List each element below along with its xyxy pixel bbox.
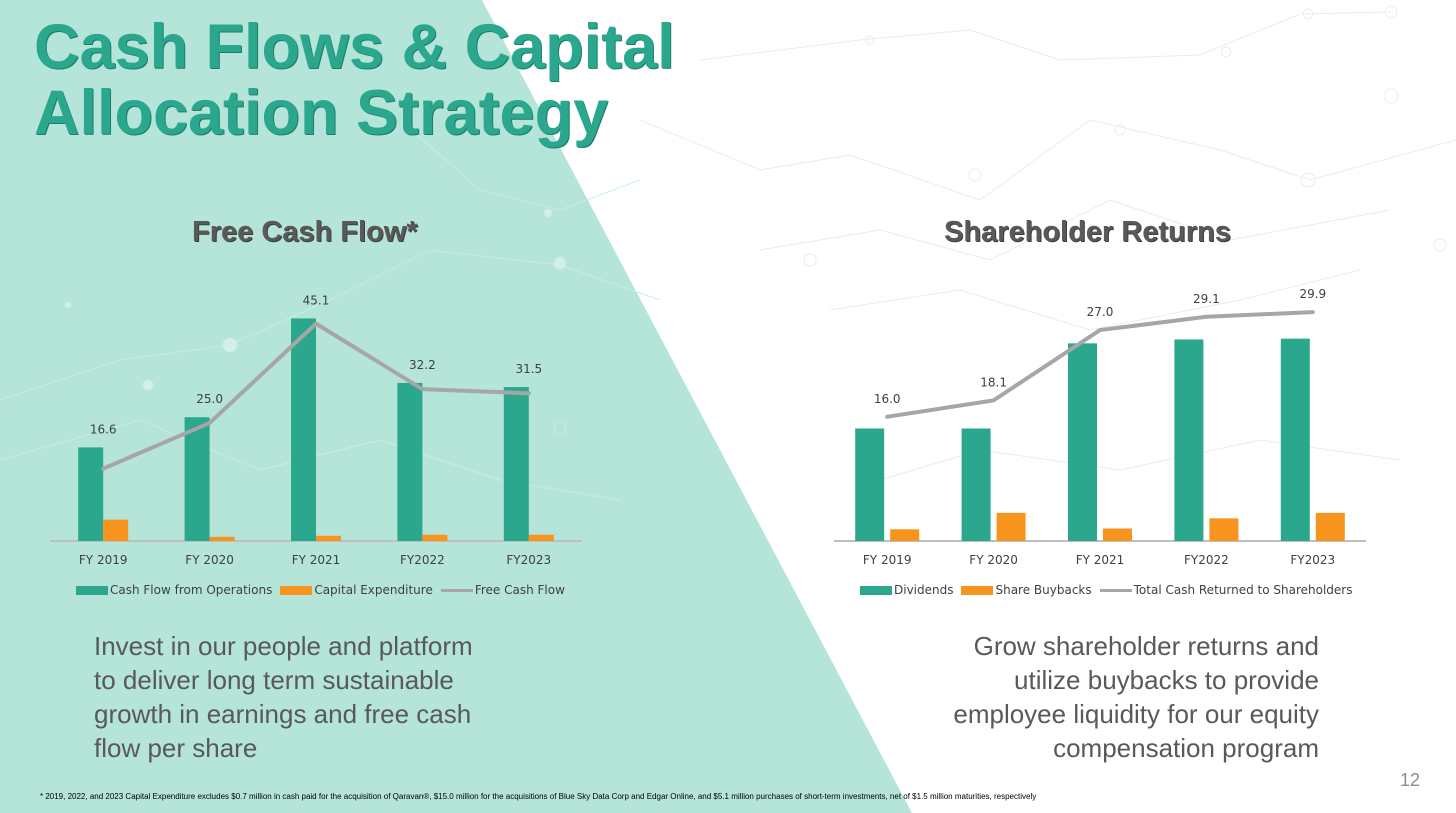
- fcf-data-label: 45.1: [303, 293, 330, 307]
- legend-label: Dividends: [894, 583, 954, 597]
- legend-swatch-line: [440, 588, 473, 592]
- sr-bar-primary: [1280, 338, 1310, 541]
- sr-data-label: 29.1: [1193, 292, 1220, 306]
- sr-x-tick-label: FY2023: [1290, 553, 1335, 567]
- page-number: 12: [1399, 770, 1420, 790]
- legend-swatch-bar: [860, 585, 892, 595]
- sr-bar-secondary: [1103, 528, 1132, 541]
- shareholder-returns-chart-title: Shareholder Returns: [944, 216, 1231, 248]
- right-caption-line: Grow shareholder returns and: [973, 631, 1319, 661]
- sr-bar-primary: [1174, 339, 1204, 541]
- shareholder-returns-legend: Dividends Share Buybacks Total Cash Retu…: [860, 583, 1360, 597]
- legend-item-share-buybacks: Share Buybacks: [961, 583, 1092, 597]
- fcf-data-label: 32.2: [409, 358, 436, 372]
- fcf-bar-primary: [291, 318, 316, 541]
- sr-line-series: [885, 310, 1315, 419]
- legend-label: Capital Expenditure: [314, 583, 433, 597]
- legend-label: Share Buybacks: [995, 583, 1092, 597]
- sr-bar-primary: [855, 428, 885, 541]
- footnote: * 2019, 2022, and 2023 Capital Expenditu…: [40, 792, 1037, 801]
- legend-label: Free Cash Flow: [474, 583, 565, 597]
- fcf-x-tick-label: FY 2020: [185, 553, 234, 567]
- fcf-bar-primary: [78, 447, 104, 541]
- fcf-bar-primary: [397, 382, 423, 541]
- sr-data-label: 27.0: [1087, 305, 1114, 319]
- fcf-bar-secondary: [209, 536, 235, 541]
- legend-swatch-bar: [280, 585, 313, 595]
- left-teal-panel: [0, 0, 912, 813]
- sr-bar-secondary: [996, 512, 1026, 541]
- sr-bar-secondary: [890, 529, 920, 541]
- sr-bar-secondary: [1315, 512, 1345, 541]
- fcf-bar-secondary: [316, 535, 341, 541]
- fcf-bar-secondary: [422, 534, 448, 541]
- left-caption-line: growth in earnings and free cash: [94, 699, 472, 729]
- sr-bar-primary: [961, 428, 991, 541]
- slide-title-line-1: Cash Flows & Capital: [34, 12, 675, 82]
- legend-item-free-cash-flow: Free Cash Flow: [440, 583, 565, 597]
- legend-label: Total Cash Returned to Shareholders: [1133, 583, 1353, 597]
- sr-x-tick-label: FY 2020: [969, 553, 1018, 567]
- legend-item-total-cash-returned: Total Cash Returned to Shareholders: [1099, 583, 1353, 597]
- fcf-data-label: 16.6: [90, 422, 117, 436]
- legend-label: Cash Flow from Operations: [110, 583, 273, 597]
- fcf-x-tick-label: FY2022: [400, 553, 445, 567]
- slide-title-line-2: Allocation Strategy: [34, 78, 609, 148]
- legend-item-capital-expenditure: Capital Expenditure: [280, 583, 433, 597]
- fcf-data-label: 25.0: [196, 392, 223, 406]
- fcf-x-tick-label: FY 2019: [79, 553, 128, 567]
- fcf-bar-primary: [184, 417, 210, 541]
- fcf-bar-secondary: [103, 519, 129, 541]
- legend-swatch-bar: [76, 585, 108, 595]
- sr-bar-secondary: [1209, 518, 1239, 541]
- fcf-line-series: [101, 321, 531, 471]
- fcf-bar-primary: [503, 387, 529, 541]
- legend-swatch-line: [1099, 588, 1132, 592]
- fcf-x-tick-label: FY2023: [506, 553, 551, 567]
- left-caption-line: to deliver long term sustainable: [94, 665, 454, 695]
- sr-data-label: 16.0: [874, 392, 901, 406]
- sr-x-tick-label: FY 2019: [863, 553, 912, 567]
- fcf-x-tick-label: FY 2021: [292, 553, 341, 567]
- legend-swatch-bar: [961, 585, 994, 595]
- free-cash-flow-legend: Cash Flow from Operations Capital Expend…: [76, 583, 573, 597]
- right-caption-line: utilize buybacks to provide: [1014, 665, 1319, 695]
- left-caption-line: Invest in our people and platform: [94, 631, 473, 661]
- left-caption-line: flow per share: [94, 733, 258, 763]
- left-caption: Invest in our people and platform to del…: [94, 629, 473, 765]
- right-caption-line: employee liquidity for our equity: [953, 699, 1319, 729]
- right-caption-line: compensation program: [1053, 733, 1319, 763]
- fcf-data-label: 31.5: [515, 362, 542, 376]
- fcf-bar-secondary: [528, 534, 554, 541]
- sr-x-tick-label: FY 2021: [1076, 553, 1125, 567]
- legend-item-dividends: Dividends: [860, 583, 953, 597]
- slide-title: Cash Flows & Capital Allocation Strategy: [34, 14, 675, 146]
- legend-item-cash-flow-from-operations: Cash Flow from Operations: [76, 583, 272, 597]
- sr-data-label: 18.1: [980, 375, 1007, 389]
- sr-x-tick-label: FY2022: [1184, 553, 1229, 567]
- free-cash-flow-chart-title: Free Cash Flow*: [192, 216, 418, 248]
- sr-data-label: 29.9: [1299, 287, 1326, 301]
- right-caption: Grow shareholder returns and utilize buy…: [953, 629, 1319, 765]
- sr-bar-primary: [1068, 343, 1097, 541]
